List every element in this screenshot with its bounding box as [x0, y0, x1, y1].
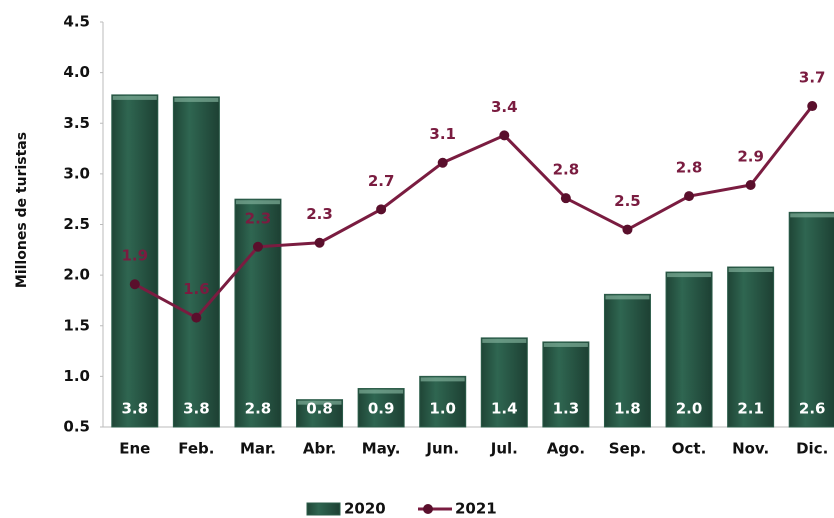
line-point — [745, 180, 756, 191]
bar — [419, 375, 467, 428]
y-tick-label: 2.0 — [63, 266, 90, 284]
line — [134, 105, 814, 320]
line-label: 2.3 — [245, 209, 272, 227]
bar-label: 0.8 — [306, 400, 333, 418]
y-tick-label: 2.5 — [63, 215, 90, 233]
legend-swatch-dot — [423, 504, 433, 514]
line-point — [376, 204, 387, 215]
bar-label: 1.4 — [491, 400, 518, 418]
bar — [665, 271, 713, 428]
bar — [727, 266, 775, 428]
line-point — [314, 237, 325, 248]
bar-highlight — [112, 95, 157, 100]
line-point — [129, 279, 140, 290]
bar-highlight — [297, 400, 342, 405]
legend-label: 2021 — [455, 500, 497, 518]
x-tick-label: Dic. — [796, 440, 828, 458]
bar-label: 1.8 — [614, 400, 641, 418]
bar-highlight — [174, 97, 219, 102]
bar-highlight — [359, 389, 404, 394]
line-label: 2.7 — [368, 172, 395, 190]
x-tick-label: Nov. — [732, 440, 769, 458]
x-tick-label: Abr. — [303, 440, 336, 458]
line-point — [560, 193, 571, 204]
bar-highlight — [235, 200, 280, 205]
x-tick-label: Oct. — [672, 440, 707, 458]
line-label: 3.1 — [429, 125, 456, 143]
y-tick-label: 0.5 — [63, 418, 90, 436]
legend-label: 2020 — [344, 500, 386, 518]
bar-highlight — [790, 213, 834, 218]
legend-swatch — [306, 502, 341, 516]
y-tick-label: 4.0 — [63, 63, 90, 81]
x-tick-label: Mar. — [240, 440, 276, 458]
y-tick-label: 1.0 — [63, 367, 90, 385]
line-point — [252, 241, 263, 252]
y-tick-label: 4.5 — [63, 13, 90, 31]
bar-label: 2.8 — [245, 400, 272, 418]
line-label: 2.5 — [614, 192, 641, 210]
bar-highlight — [420, 377, 465, 382]
line-point — [191, 312, 202, 323]
bar-highlight — [605, 295, 650, 300]
bar — [480, 337, 528, 428]
line-label: 2.8 — [676, 159, 703, 177]
bar-highlight — [728, 268, 773, 273]
x-tick-label: Ene — [119, 440, 150, 458]
bar — [111, 94, 159, 428]
x-tick-label: Jun. — [425, 440, 459, 458]
x-tick-label: Ago. — [547, 440, 585, 458]
line-point — [622, 224, 633, 235]
bar-label: 2.0 — [676, 400, 703, 418]
bar — [172, 96, 220, 428]
bar-label: 3.8 — [183, 400, 210, 418]
x-tick-label: May. — [362, 440, 401, 458]
line-point — [807, 101, 818, 112]
bar-label: 2.1 — [737, 400, 764, 418]
bar-label: 1.0 — [429, 400, 456, 418]
x-tick-label: Sep. — [609, 440, 646, 458]
y-tick-label: 3.5 — [63, 114, 90, 132]
line-label: 1.6 — [183, 280, 210, 298]
bar — [234, 198, 282, 428]
bar-label: 3.8 — [122, 400, 149, 418]
y-tick-label: 1.5 — [63, 316, 90, 334]
bar-highlight — [667, 273, 712, 278]
line-label: 1.9 — [122, 247, 149, 265]
line-point — [499, 130, 510, 141]
bar — [542, 341, 590, 428]
bar-highlight — [543, 342, 588, 347]
line-label: 3.7 — [799, 69, 826, 87]
y-axis-title: Millones de turistas — [14, 132, 30, 288]
bar-label: 0.9 — [368, 400, 395, 418]
line-label: 2.8 — [553, 161, 580, 179]
line-label: 2.9 — [737, 148, 764, 166]
bar-label: 1.3 — [553, 400, 580, 418]
y-tick-label: 3.0 — [63, 164, 90, 182]
bar — [788, 211, 834, 428]
x-tick-label: Jul. — [490, 440, 518, 458]
bar-label: 2.6 — [799, 400, 826, 418]
bar — [357, 388, 405, 428]
line-label: 2.3 — [306, 205, 333, 223]
bar — [603, 293, 651, 428]
bar-highlight — [482, 338, 527, 343]
line-label: 3.4 — [491, 98, 518, 116]
line-point — [437, 157, 448, 168]
line-point — [684, 191, 695, 202]
x-tick-label: Feb. — [178, 440, 214, 458]
